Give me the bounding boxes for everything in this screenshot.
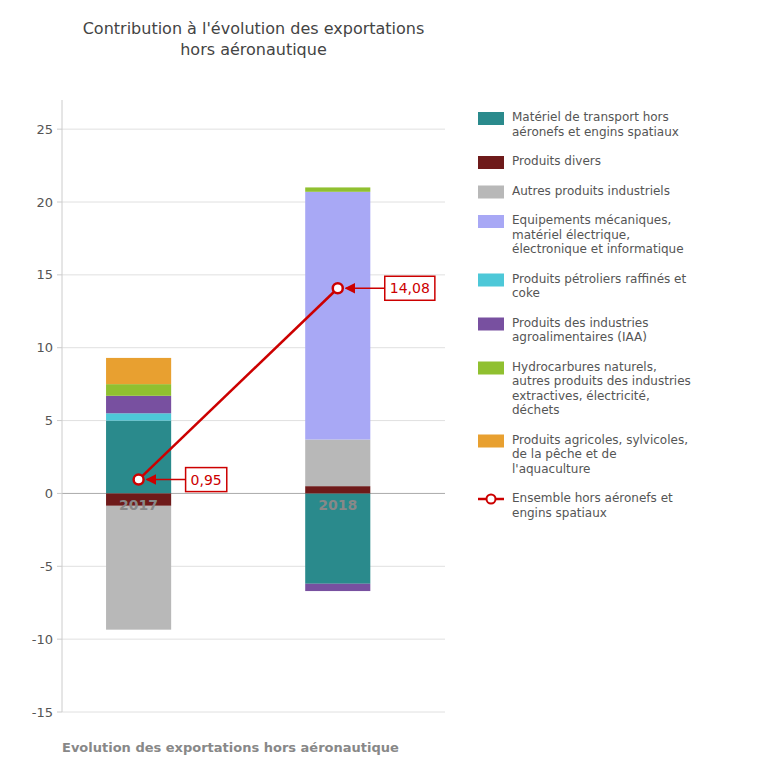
bar-segment <box>106 396 171 413</box>
tick-label: 0 <box>45 486 53 501</box>
annotation-arrow <box>147 479 186 481</box>
legend-label-line: Equipements mécaniques, <box>512 213 671 227</box>
bar-segment <box>305 486 370 493</box>
tick-label: -15 <box>32 705 53 720</box>
legend-label-line: Matériel de transport hors <box>512 110 669 124</box>
tick-mark <box>57 639 62 640</box>
annotation-arrow <box>346 288 385 290</box>
title-line: Contribution à l'évolution des exportati… <box>83 19 425 38</box>
tick-mark <box>57 274 62 275</box>
annotations: 0,95 14,08 <box>147 276 435 491</box>
subtitle: Evolution des exportations hors aéronaut… <box>62 740 399 755</box>
legend-swatch <box>478 318 504 331</box>
legend-label-line: autres produits des industries <box>512 374 691 388</box>
legend-swatch <box>478 186 504 199</box>
legend-label-line: engins spatiaux <box>512 505 607 519</box>
legend-swatch <box>478 435 504 448</box>
legend-label: Ensemble hors aéronefs etengins spatiaux <box>512 491 673 520</box>
legend-label-line: Autres produits industriels <box>512 183 670 197</box>
bar-segment <box>106 506 171 630</box>
legend-label-line: Produits agricoles, sylvicoles, <box>512 432 688 446</box>
legend-label: Produits pétroliers raffinés etcoke <box>512 271 686 300</box>
tick-mark <box>57 566 62 567</box>
annotation-box <box>385 276 435 300</box>
tick-mark <box>57 202 62 203</box>
legend-label-line: l'aquaculture <box>512 461 590 475</box>
tick-label: 5 <box>45 413 53 428</box>
category-label: 2017 <box>119 497 158 513</box>
legend-label-line: déchets <box>512 403 560 417</box>
legend-label-line: aéronefs et engins spatiaux <box>512 124 679 138</box>
grid-line <box>62 202 445 203</box>
tick-mark <box>57 420 62 421</box>
title: Contribution à l'évolution des exportati… <box>83 19 425 59</box>
category-label: 2018 <box>318 497 357 513</box>
tick-mark <box>57 712 62 713</box>
legend-label-line: Produits des industries <box>512 315 648 329</box>
legend-marker <box>487 495 496 504</box>
tick-label: -5 <box>40 559 53 574</box>
grid <box>57 129 445 712</box>
tick-mark <box>57 493 62 494</box>
legend-label: Equipements mécaniques,matériel électriq… <box>512 213 684 256</box>
tick-mark <box>57 129 62 130</box>
legend-label: Produits des industriesagroalimentaires … <box>512 315 648 344</box>
legend-swatch <box>478 112 504 125</box>
legend-swatch <box>478 362 504 375</box>
legend-label-line: agroalimentaires (IAA) <box>512 330 647 344</box>
bar-segment <box>305 187 370 191</box>
annotation-label: 0,95 <box>191 472 222 488</box>
plot-marks <box>106 187 370 629</box>
legend: Matériel de transport horsaéronefs et en… <box>478 110 691 520</box>
legend-label-line: Produits divers <box>512 154 601 168</box>
legend-label-line: Produits pétroliers raffinés et <box>512 271 686 285</box>
grid-line <box>62 712 445 713</box>
legend-label: Autres produits industriels <box>512 183 670 197</box>
bar-segment <box>305 493 370 583</box>
bar-segment <box>305 187 370 188</box>
tick-mark <box>57 347 62 348</box>
legend-swatch <box>478 215 504 228</box>
legend-label-line: extractives, électricité, <box>512 388 650 402</box>
legend-swatch <box>478 156 504 169</box>
bar-segment <box>106 384 171 396</box>
bar-segment <box>305 584 370 591</box>
legend-label: Produits agricoles, sylvicoles,de la pêc… <box>512 432 688 475</box>
legend-label-line: Hydrocarbures naturels, <box>512 359 657 373</box>
legend-label-line: Ensemble hors aéronefs et <box>512 491 673 505</box>
line-marker <box>134 475 144 485</box>
tick-label: 15 <box>36 267 53 282</box>
grid-line <box>62 347 445 348</box>
legend-label-line: électronique et informatique <box>512 242 684 256</box>
y-axis-line <box>62 100 63 712</box>
bar-segment <box>305 192 370 440</box>
legend-label: Hydrocarbures naturels,autres produits d… <box>512 359 691 417</box>
line-marker <box>333 283 343 293</box>
legend-label-line: coke <box>512 286 540 300</box>
tick-label: 10 <box>36 340 53 355</box>
tick-label: -10 <box>32 632 53 647</box>
annotation-box <box>186 468 227 492</box>
legend-swatch <box>478 274 504 287</box>
line <box>139 288 338 479</box>
title-line: hors aéronautique <box>180 40 327 59</box>
legend-label: Matériel de transport horsaéronefs et en… <box>512 110 679 139</box>
tick-label: 25 <box>36 122 53 137</box>
legend-label: Produits divers <box>512 154 601 168</box>
chart: Contribution à l'évolution des exportati… <box>0 0 774 775</box>
tick-label: 20 <box>36 195 53 210</box>
bar-segment <box>106 413 171 420</box>
bar-segment <box>106 358 171 384</box>
grid-line <box>62 639 445 640</box>
bar-segment <box>305 440 370 487</box>
annotation-label: 14,08 <box>390 280 430 296</box>
grid-line <box>62 274 445 275</box>
legend-label-line: de la pêche et de <box>512 447 617 461</box>
grid-line <box>62 129 445 130</box>
legend-label-line: matériel électrique, <box>512 227 630 241</box>
